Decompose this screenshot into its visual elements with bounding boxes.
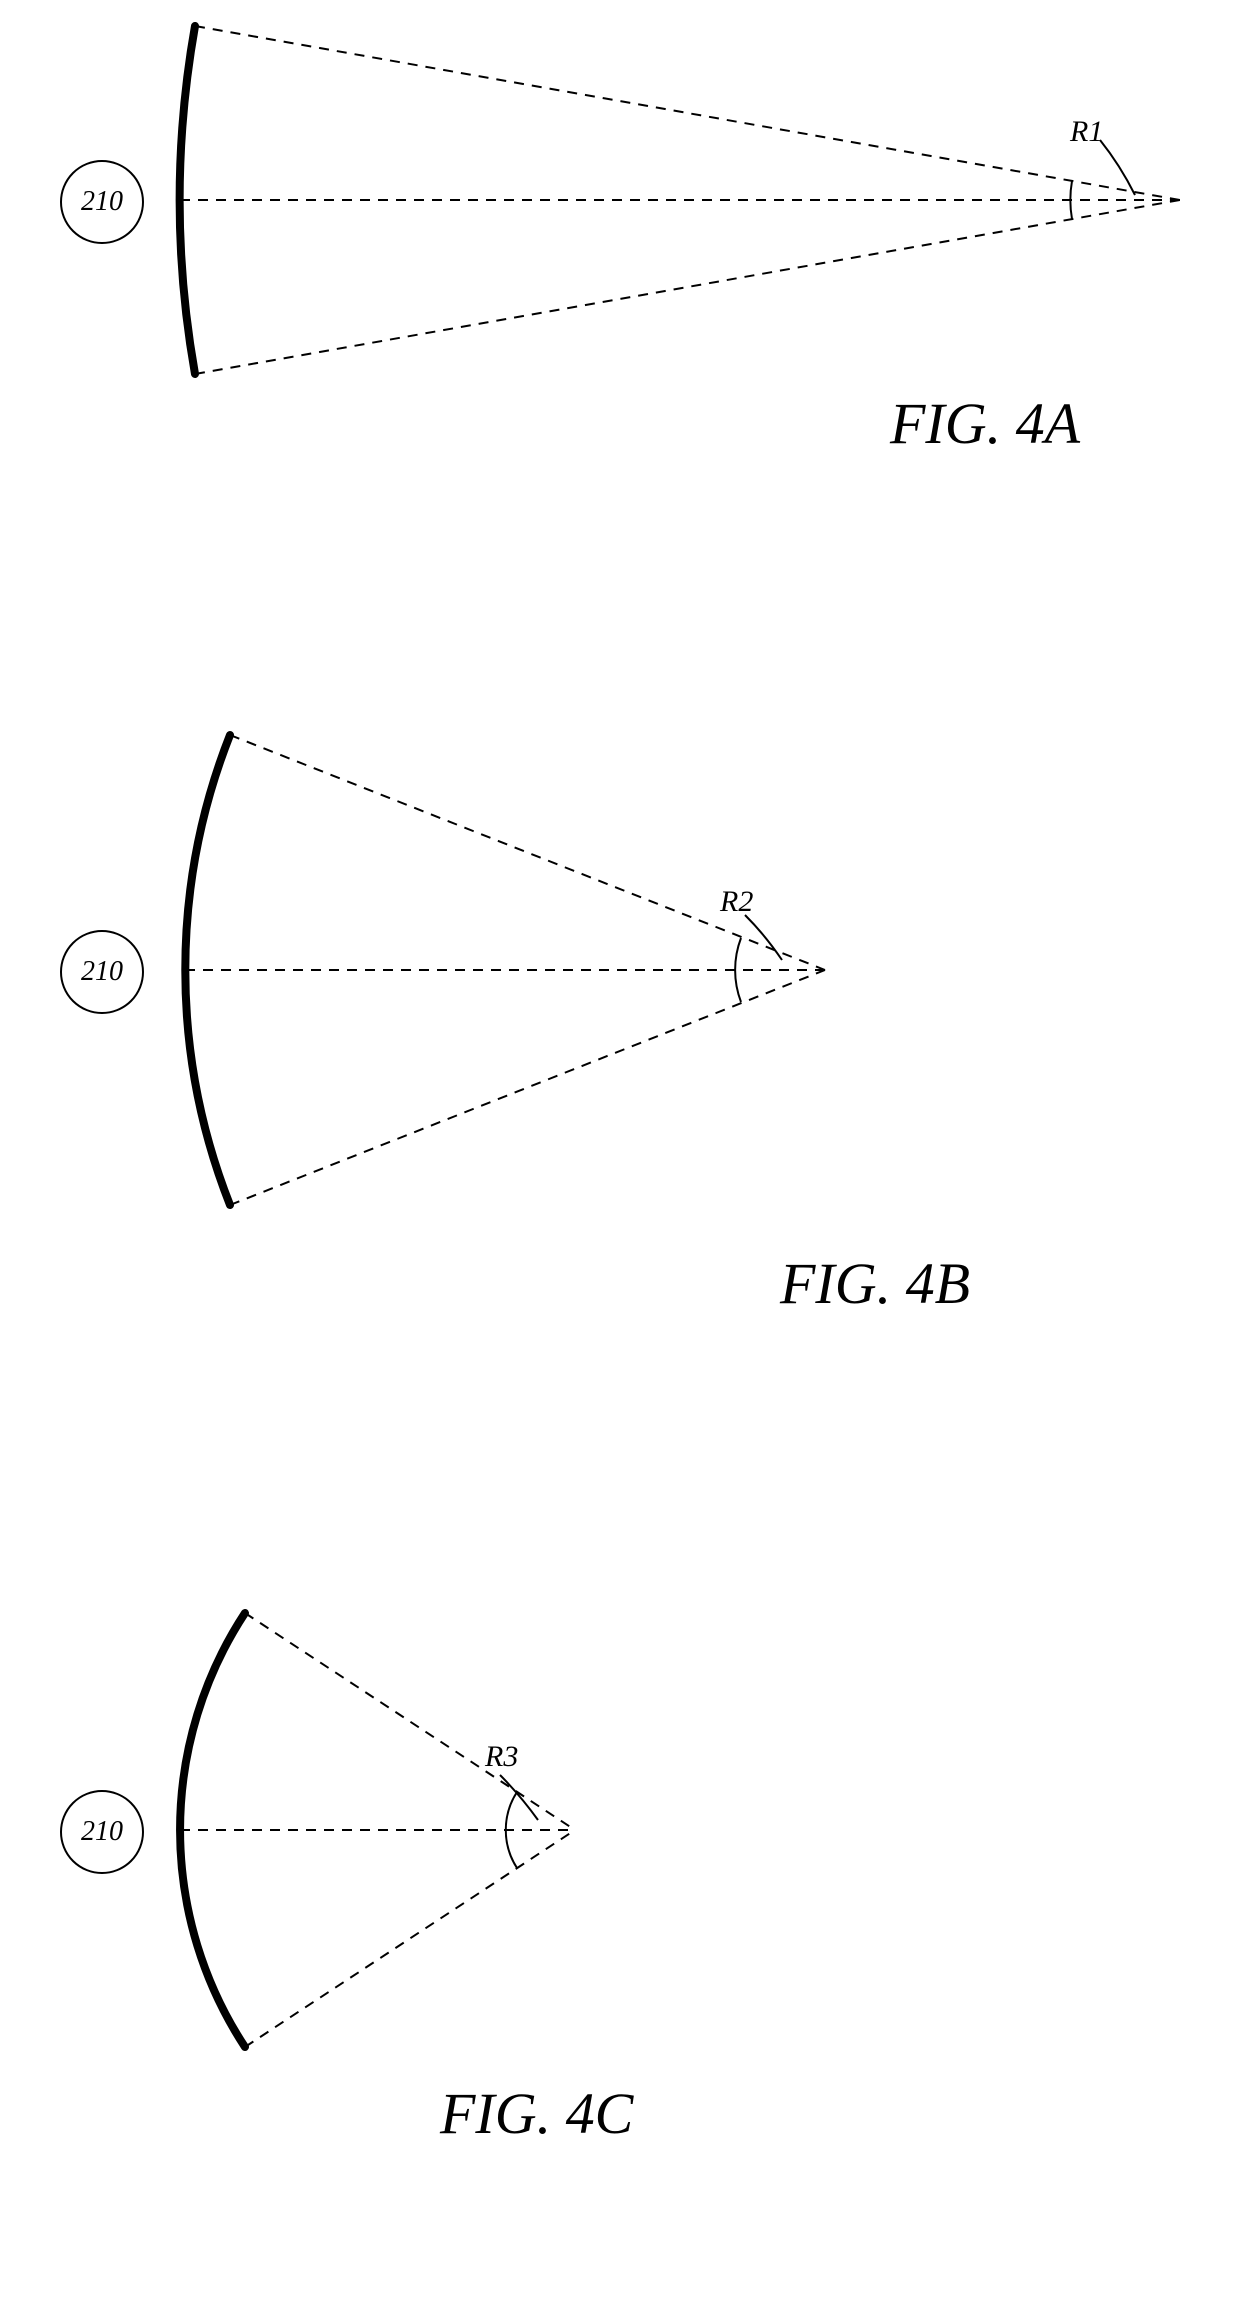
diagram-4c <box>0 0 1240 2200</box>
dash-bot-4c <box>245 1830 575 2047</box>
figure-label-4c: FIG. 4C <box>440 2080 633 2147</box>
dash-top-4c <box>245 1613 575 1830</box>
leader-4c <box>500 1775 538 1820</box>
radius-label-4c: R3 <box>485 1740 518 1774</box>
